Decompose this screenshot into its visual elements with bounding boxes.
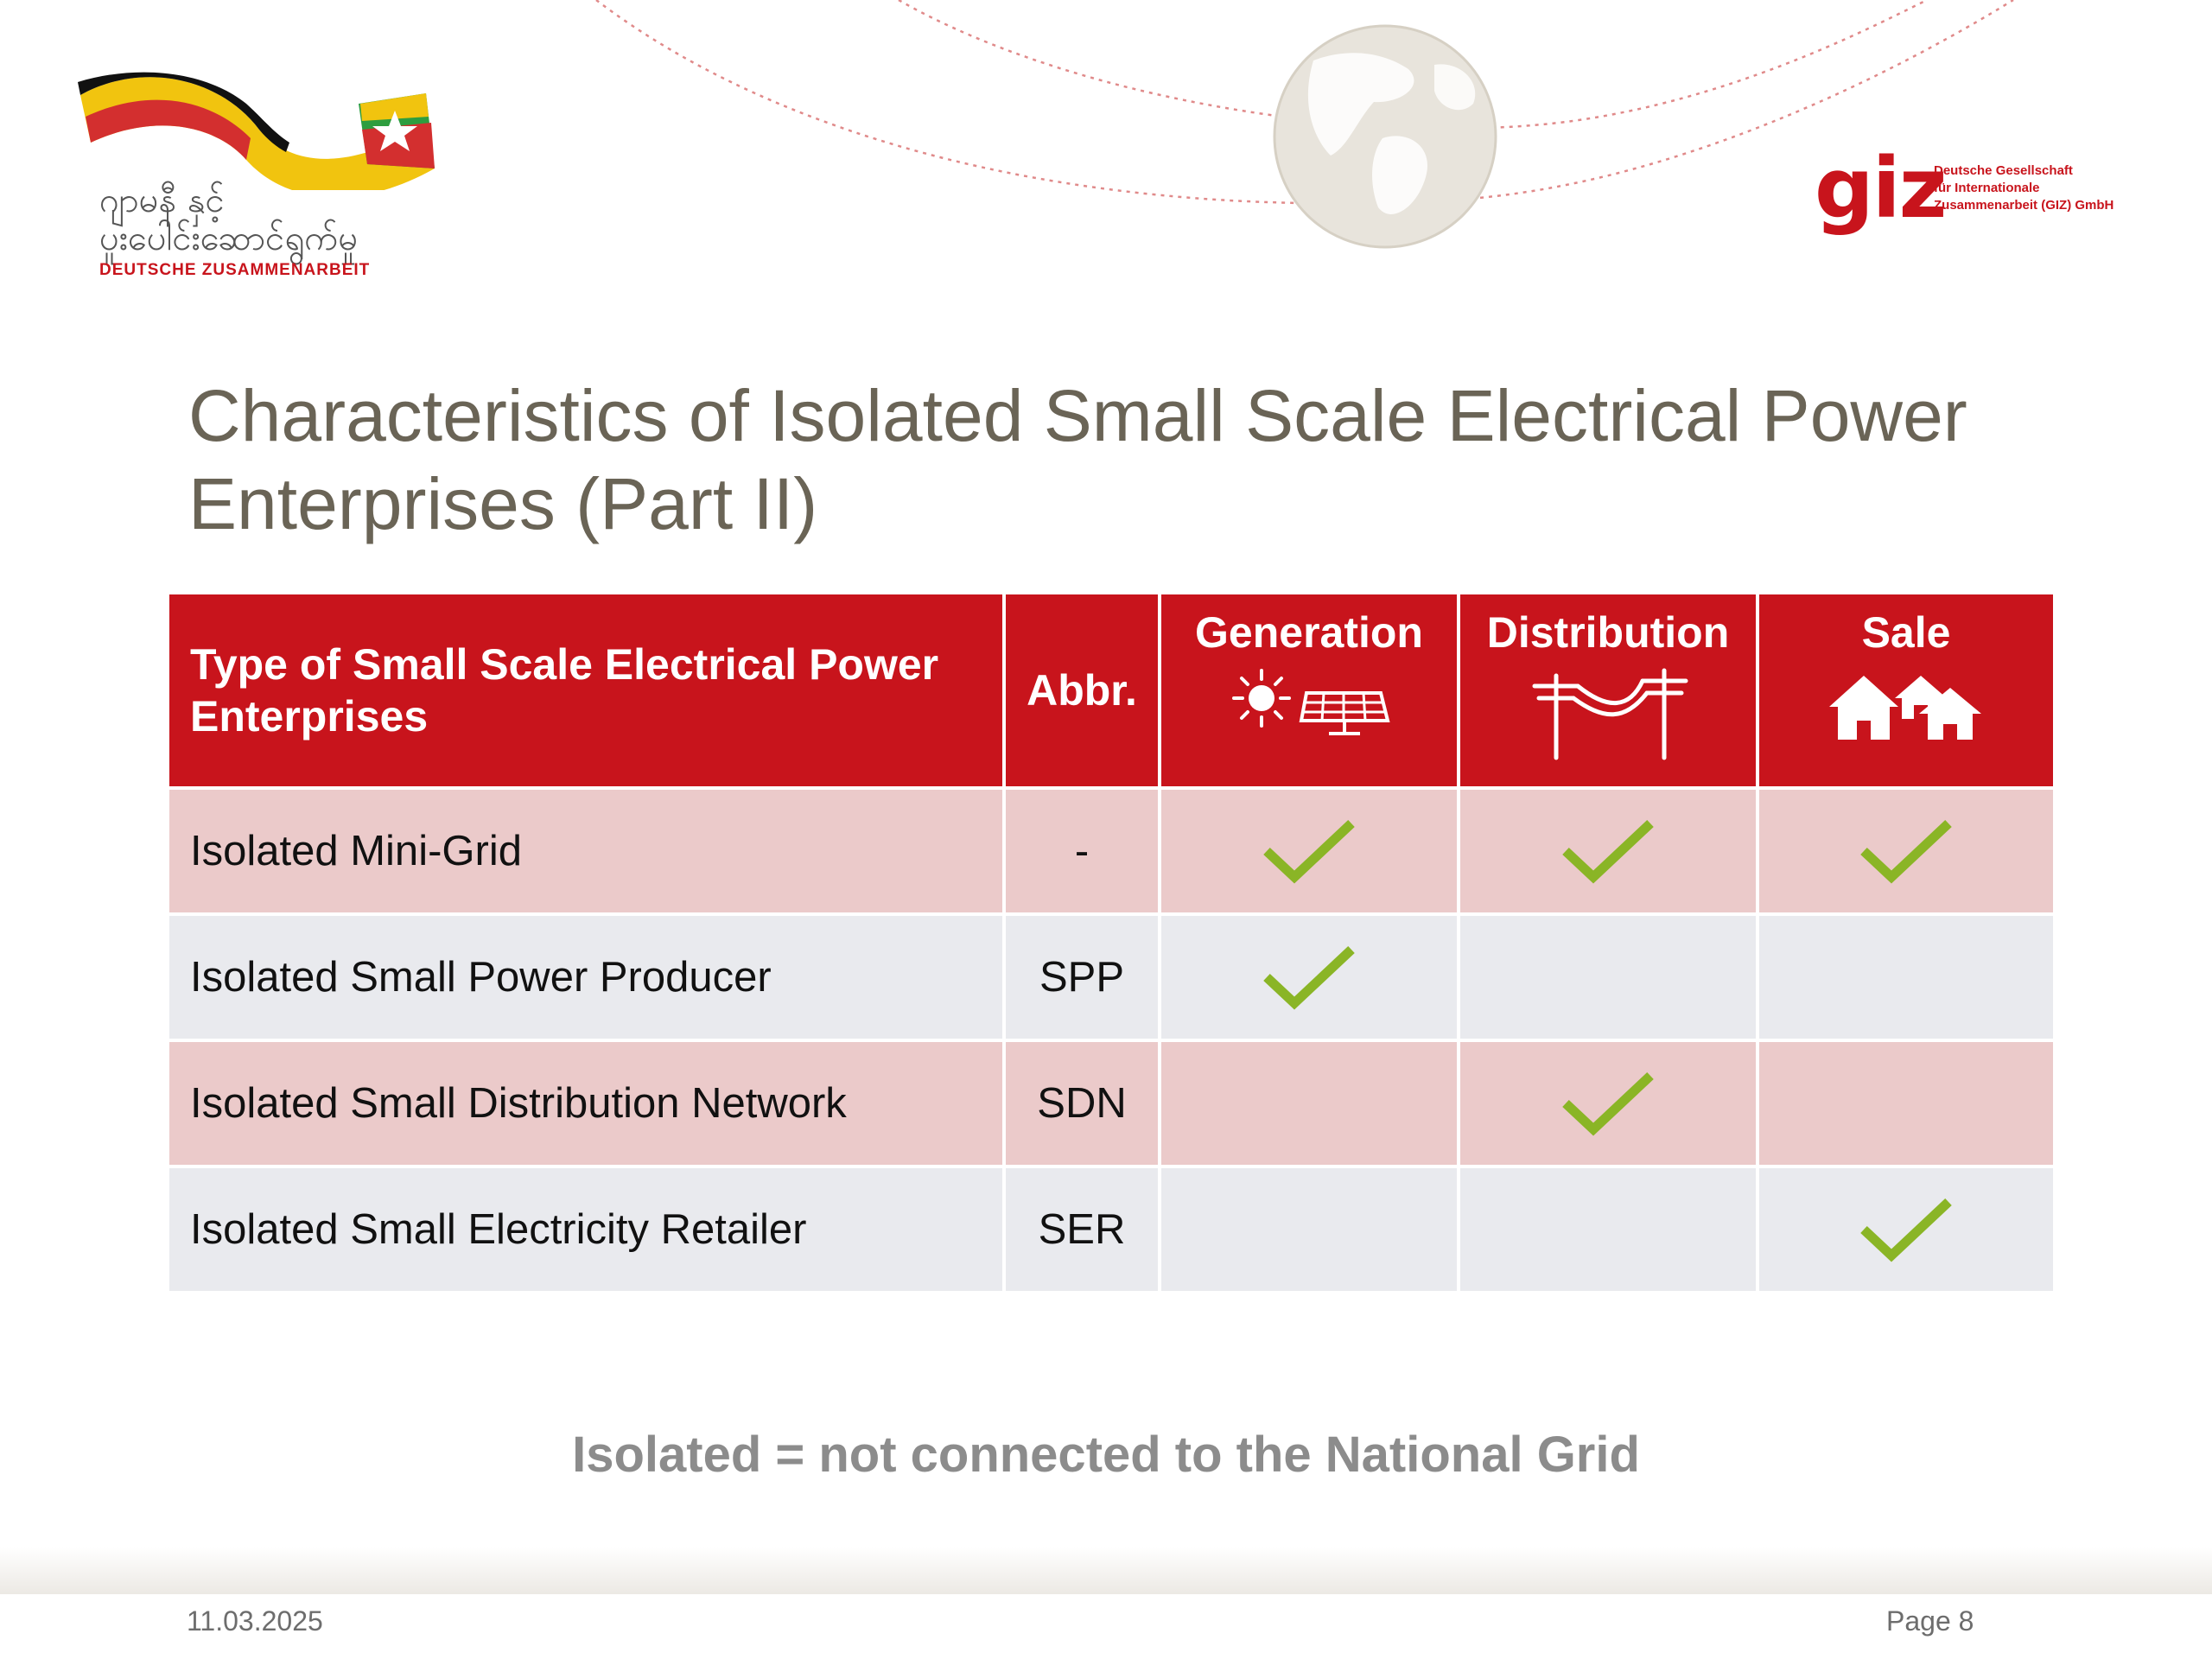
header-sale-label: Sale: [1861, 608, 1951, 657]
distribution-cell: [1460, 916, 1756, 1039]
sale-cell: [1759, 1168, 2053, 1291]
footer-band: [0, 1547, 2212, 1594]
table-body: Isolated Mini-Grid - Isolated Small Power …: [169, 790, 2053, 1291]
page-number: Page 8: [1886, 1605, 1974, 1637]
power-line-icon: [1532, 668, 1688, 760]
enterprise-type: Isolated Small Power Producer: [169, 916, 1002, 1039]
generation-cell: [1161, 1042, 1457, 1165]
table-header-row: Type of Small Scale Electrical Power Ent…: [169, 594, 2053, 786]
flag-ribbon-icon: [78, 72, 435, 190]
enterprise-abbr: SDN: [1006, 1042, 1158, 1165]
checkmark-icon: [1860, 1198, 1952, 1262]
header-generation: Generation: [1161, 594, 1457, 786]
header-abbr: Abbr.: [1006, 594, 1158, 786]
header-distribution-label: Distribution: [1486, 608, 1730, 657]
enterprise-type: Isolated Small Electricity Retailer: [169, 1168, 1002, 1291]
sun-solar-panel-icon: [1232, 669, 1390, 735]
enterprise-abbr: SPP: [1006, 916, 1158, 1039]
generation-cell: [1161, 790, 1457, 912]
enterprise-types-table: Type of Small Scale Electrical Power Ent…: [166, 591, 2056, 1294]
distribution-cell: [1460, 1168, 1756, 1291]
logo-caption: DEUTSCHE ZUSAMMENARBEIT: [99, 261, 371, 279]
myanmar-logo-text: ဂျာမနီ နှင့် ပူးပေါင်းဆောင်ရွက်မှု: [99, 181, 359, 258]
checkmark-icon: [1263, 945, 1355, 1010]
globe-icon: [1273, 24, 1497, 249]
table-row: Isolated Small Distribution Network SDN: [169, 1042, 2053, 1165]
generation-cell: [1161, 916, 1457, 1039]
enterprise-abbr: SER: [1006, 1168, 1158, 1291]
checkmark-icon: [1562, 819, 1654, 884]
table-row: Isolated Small Power Producer SPP: [169, 916, 2053, 1039]
enterprise-abbr: -: [1006, 790, 1158, 912]
header-decoration: [595, 0, 2014, 249]
giz-wordmark: giz: [1815, 140, 1947, 237]
deutsche-zusammenarbeit-logo: ဂျာမနီ နှင့် ပူးပေါင်းဆောင်ရွက်မှု DEUTS…: [73, 69, 454, 294]
distribution-cell: [1460, 790, 1756, 912]
checkmark-icon: [1562, 1071, 1654, 1136]
sale-cell: [1759, 916, 2053, 1039]
header-generation-label: Generation: [1195, 608, 1423, 657]
page-title: Characteristics of Isolated Small Scale …: [188, 375, 1967, 544]
header-type: Type of Small Scale Electrical Power Ent…: [169, 594, 1002, 786]
header-sale: Sale: [1759, 594, 2053, 786]
table-row: Isolated Small Electricity Retailer SER: [169, 1168, 2053, 1291]
checkmark-icon: [1263, 819, 1355, 884]
generation-cell: [1161, 1168, 1457, 1291]
houses-icon: [1829, 676, 1981, 740]
footer-date: 11.03.2025: [187, 1605, 323, 1637]
sale-cell: [1759, 1042, 2053, 1165]
giz-logo: giz Deutsche Gesellschaft für Internatio…: [1815, 140, 2143, 242]
distribution-cell: [1460, 1042, 1756, 1165]
footnote: Isolated = not connected to the National…: [572, 1427, 1640, 1483]
header-distribution: Distribution: [1460, 594, 1756, 786]
enterprise-type: Isolated Small Distribution Network: [169, 1042, 1002, 1165]
giz-subtitle: Deutsche Gesellschaft für Internationale…: [1934, 163, 2114, 213]
checkmark-icon: [1860, 819, 1952, 884]
table-row: Isolated Mini-Grid -: [169, 790, 2053, 912]
enterprise-type: Isolated Mini-Grid: [169, 790, 1002, 912]
sale-cell: [1759, 790, 2053, 912]
